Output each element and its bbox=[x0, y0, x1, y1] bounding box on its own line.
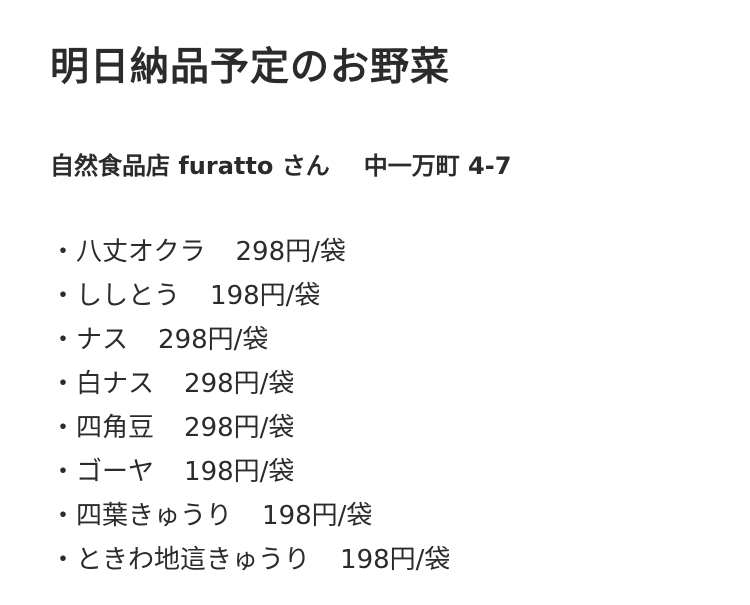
shop-name: 自然食品店 furatto さん bbox=[50, 152, 330, 180]
item-price: 198円/袋 bbox=[184, 457, 295, 487]
item-price: 298円/袋 bbox=[158, 325, 269, 355]
list-item: ・四角豆 298円/袋 bbox=[50, 406, 450, 450]
vegetable-list: ・八丈オクラ 298円/袋 ・ししとう 198円/袋 ・ナス 298円/袋 ・白ナス 2… bbox=[50, 230, 450, 582]
shop-line: 自然食品店 furatto さん 中一万町 4-7 bbox=[50, 146, 511, 181]
item-price: 298円/袋 bbox=[184, 369, 295, 399]
list-item: ・ゴーヤ 198円/袋 bbox=[50, 450, 450, 494]
list-item: ・四葉きゅうり 198円/袋 bbox=[50, 494, 450, 538]
bullet: ・ bbox=[50, 501, 77, 531]
item-price: 298円/袋 bbox=[235, 237, 346, 267]
item-name: 八丈オクラ bbox=[76, 237, 206, 267]
list-item: ・ししとう 198円/袋 bbox=[50, 274, 450, 318]
item-name: 白ナス bbox=[76, 369, 155, 399]
list-item: ・八丈オクラ 298円/袋 bbox=[50, 230, 450, 274]
bullet: ・ bbox=[50, 413, 77, 443]
item-price: 198円/袋 bbox=[210, 281, 321, 311]
bullet: ・ bbox=[50, 545, 77, 575]
item-name: ゴーヤ bbox=[76, 457, 155, 487]
item-name: 四角豆 bbox=[76, 413, 155, 443]
bullet: ・ bbox=[50, 369, 77, 399]
item-name: 四葉きゅうり bbox=[76, 501, 233, 531]
shop-address: 中一万町 4-7 bbox=[363, 152, 512, 180]
list-item: ・ときわ地這きゅうり 198円/袋 bbox=[50, 538, 450, 582]
item-name: ししとう bbox=[76, 281, 181, 311]
item-price: 198円/袋 bbox=[340, 545, 451, 575]
bullet: ・ bbox=[50, 237, 77, 267]
bullet: ・ bbox=[50, 457, 77, 487]
bullet: ・ bbox=[50, 281, 77, 311]
list-item: ・白ナス 298円/袋 bbox=[50, 362, 450, 406]
bullet: ・ bbox=[50, 325, 77, 355]
item-price: 298円/袋 bbox=[184, 413, 295, 443]
list-item: ・ナス 298円/袋 bbox=[50, 318, 450, 362]
item-name: ときわ地這きゅうり bbox=[76, 545, 311, 575]
item-price: 198円/袋 bbox=[262, 501, 373, 531]
page-title: 明日納品予定のお野菜 bbox=[50, 45, 451, 90]
item-name: ナス bbox=[76, 325, 129, 355]
